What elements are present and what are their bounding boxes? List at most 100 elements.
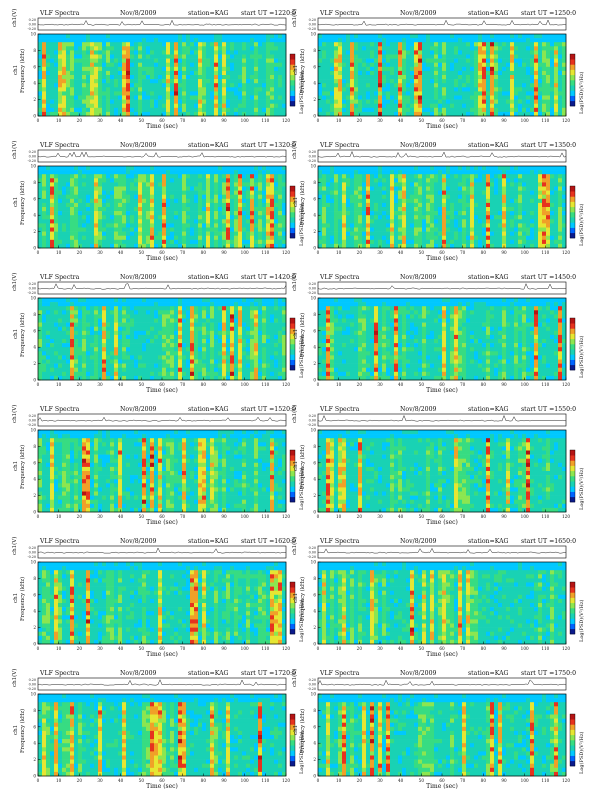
spectrogram-cell: [90, 202, 95, 208]
spectrogram-cell: [406, 87, 411, 92]
spectrogram-cell: [466, 170, 471, 175]
spectrogram-cell: [394, 91, 399, 96]
spectrogram-cell: [126, 219, 131, 224]
spectrogram-cell: [462, 202, 467, 208]
spectrogram-cell: [526, 215, 531, 220]
spectrogram-cell: [206, 178, 211, 183]
spectrogram-cell: [478, 194, 483, 200]
spectrogram-cell: [486, 223, 491, 228]
spectrogram-cell: [118, 91, 123, 96]
spectrogram-cell: [326, 186, 331, 191]
spectrogram-cell: [174, 38, 179, 43]
spectrogram-cell: [554, 99, 559, 104]
spectrogram-cell: [54, 239, 59, 245]
spectrogram-cell: [494, 107, 499, 113]
spectrogram-cell: [174, 198, 179, 204]
spectrogram-cell: [74, 70, 79, 76]
spectrogram-cell: [270, 99, 275, 104]
spectrogram-cell: [562, 34, 567, 39]
spectrogram-cell: [430, 38, 435, 43]
spectrogram-cell: [350, 170, 355, 175]
spectrogram-cell: [262, 178, 267, 183]
spectrogram-cell: [334, 227, 339, 232]
spectrogram-cell: [442, 111, 447, 117]
spectrogram-cell: [178, 54, 183, 59]
spectrogram-cell: [518, 107, 523, 113]
spectrogram-cell: [514, 66, 519, 72]
spectrogram-cell: [270, 95, 275, 100]
spectrogram-cell: [358, 243, 363, 249]
spectrogram-cell: [138, 34, 143, 39]
spectrogram-cell: [274, 83, 279, 88]
spectrogram-cell: [206, 235, 211, 241]
spectrogram-cell: [478, 166, 483, 171]
spectrogram-cell: [146, 239, 151, 245]
spectrogram-cell: [246, 211, 251, 216]
spectrogram-cell: [546, 83, 551, 88]
spectrogram-cell: [522, 70, 527, 76]
spectrogram-cell: [362, 79, 367, 84]
spectrogram-cell: [242, 46, 247, 51]
spectrogram-cell: [186, 83, 191, 88]
spectrogram-cell: [346, 227, 351, 232]
spectrogram-cell: [218, 54, 223, 59]
spectrogram-cell: [214, 103, 219, 109]
spectrogram-cell: [126, 186, 131, 191]
spectrogram-cell: [426, 79, 431, 84]
spectrogram-cell: [354, 194, 359, 200]
spectrogram-cell: [458, 243, 463, 249]
spectrogram-cell: [462, 231, 467, 236]
spectrogram-cell: [470, 198, 475, 204]
spectrogram-cell: [522, 219, 527, 224]
spectrogram-cell: [238, 62, 243, 68]
spectrogram-cell: [74, 219, 79, 224]
spectrogram-cell: [522, 182, 527, 187]
spectrogram-cell: [522, 62, 527, 68]
spectrogram-cell: [138, 95, 143, 100]
spectrogram-cell: [342, 243, 347, 249]
spectrogram-cell: [562, 87, 567, 92]
spectrogram-cell: [410, 235, 415, 241]
spectrogram-cell: [410, 46, 415, 51]
spectrogram-cell: [102, 166, 107, 171]
spectrogram-cell: [510, 107, 515, 113]
spectrogram-cell: [142, 91, 147, 96]
spectrogram-cell: [474, 235, 479, 241]
spectrogram-cell: [390, 83, 395, 88]
spectrogram-cell: [62, 198, 67, 204]
spectrogram-cell: [394, 207, 399, 212]
spectrogram-cell: [394, 235, 399, 241]
spectrogram-cell: [238, 46, 243, 51]
spectrogram-cell: [438, 50, 443, 55]
spectrogram-cell: [282, 186, 287, 191]
spectrogram-cell: [454, 70, 459, 76]
spectrogram-cell: [482, 202, 487, 208]
spectrogram-cell: [350, 87, 355, 92]
spectrogram-cell: [78, 62, 83, 68]
spectrogram-cell: [106, 58, 111, 63]
spectrogram-cell: [238, 215, 243, 220]
spectrogram-cell: [206, 75, 211, 80]
spectrogram-cell: [350, 227, 355, 232]
spectrogram-cell: [510, 75, 515, 80]
spectrogram-cell: [90, 83, 95, 88]
spectrogram-cell: [258, 91, 263, 96]
spectrogram-cell: [122, 62, 127, 68]
spectrogram-cell: [442, 190, 447, 195]
spectrogram-cell: [342, 194, 347, 200]
spectrogram-cell: [334, 174, 339, 179]
spectrogram-cell: [490, 66, 495, 72]
spectrogram-cell: [142, 194, 147, 200]
spectrogram-cell: [234, 182, 239, 187]
spectrogram-cell: [106, 227, 111, 232]
spectrogram-cell: [522, 243, 527, 249]
spectrogram-cell: [474, 170, 479, 175]
spectrogram-cell: [550, 62, 555, 68]
spectrogram-cell: [146, 103, 151, 109]
time-tick-label: 110: [541, 118, 549, 123]
spectrogram-cell: [122, 215, 127, 220]
spectrogram-cell: [414, 202, 419, 208]
spectrogram-cell: [202, 66, 207, 72]
spectrogram-cell: [494, 231, 499, 236]
spectrogram-cell: [94, 91, 99, 96]
